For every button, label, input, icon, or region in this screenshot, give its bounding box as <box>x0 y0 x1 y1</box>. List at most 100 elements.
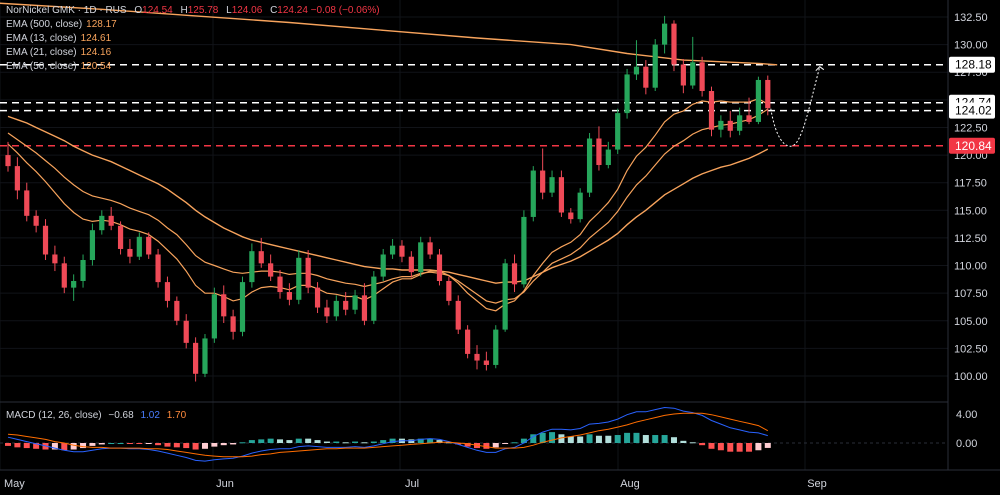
macd-histogram-bar <box>530 434 537 443</box>
candle-body <box>568 212 574 220</box>
candle-body <box>549 177 555 193</box>
candle <box>268 254 274 282</box>
candle-body <box>718 120 724 130</box>
candle-body <box>418 242 424 273</box>
indicator-ema50[interactable]: EMA (50, close) 120.54 <box>6 61 112 72</box>
ema500-line <box>0 2 778 66</box>
macd-histogram-bar <box>201 443 208 449</box>
candle-body <box>352 295 358 310</box>
macd-histogram-bar <box>764 443 771 448</box>
candle <box>408 251 414 278</box>
macd-histogram-bar <box>333 441 340 443</box>
macd-line-value: 1.02 <box>140 410 160 421</box>
price-tick-label: 122.50 <box>954 122 988 134</box>
macd-histogram-bar <box>14 443 21 448</box>
macd-histogram-bar <box>61 443 68 451</box>
macd-histogram-bar <box>511 442 518 444</box>
indicator-ema13[interactable]: EMA (13, close) 124.61 <box>6 33 112 44</box>
candle-body <box>765 79 771 109</box>
macd-histogram-bar <box>239 442 246 444</box>
macd-histogram-bar <box>436 440 443 443</box>
candle <box>127 239 133 264</box>
candle <box>239 276 246 337</box>
candle-body <box>333 300 339 317</box>
indicator-ema500[interactable]: EMA (500, close) 128.17 <box>6 19 117 30</box>
candle-body <box>268 263 274 277</box>
candle-body <box>662 23 668 45</box>
candle <box>427 236 433 259</box>
indicator-ema21[interactable]: EMA (21, close) 124.16 <box>6 47 112 58</box>
candle-body <box>455 300 461 330</box>
candle <box>230 309 236 340</box>
macd-histogram-bar <box>192 443 199 450</box>
candle-body <box>71 281 77 288</box>
candle-body <box>183 320 189 343</box>
macd-histogram-bar <box>633 432 640 443</box>
candle-body <box>511 263 518 285</box>
candle-body <box>465 329 471 354</box>
candle <box>671 20 677 72</box>
macd-histogram-bar <box>708 443 715 449</box>
candle <box>605 141 611 169</box>
candle <box>699 56 705 97</box>
macd-histogram-bar <box>520 438 527 443</box>
macd-histogram-bar <box>586 434 593 443</box>
candle-body <box>746 115 752 122</box>
candle-body <box>737 115 743 131</box>
candle <box>5 141 11 172</box>
macd-signal-value: 1.70 <box>166 410 187 421</box>
candle-body <box>314 287 321 308</box>
candle <box>361 283 368 326</box>
candle-body <box>164 282 171 301</box>
candle <box>586 132 593 198</box>
candle <box>389 239 396 259</box>
macd-legend[interactable]: MACD (12, 26, close) −0.68 1.02 1.70 <box>6 410 187 421</box>
macd-histogram-bar <box>361 442 368 444</box>
macd-histogram-bar <box>5 443 11 446</box>
price-tick-label: 115.00 <box>954 205 987 217</box>
candle <box>305 250 311 294</box>
candle-body <box>146 236 152 255</box>
candle-body <box>540 170 546 193</box>
open-value: 124.54 <box>142 5 173 16</box>
candle <box>343 292 349 316</box>
candle-body <box>258 251 264 264</box>
macd-histogram-bar <box>380 440 387 443</box>
price-level-tag <box>949 137 995 154</box>
candle <box>708 86 715 137</box>
low-value: 124.06 <box>231 5 263 16</box>
candle <box>483 351 489 371</box>
macd-histogram-bar <box>389 438 396 443</box>
macd-histogram-bar <box>117 443 124 444</box>
macd-histogram-bar <box>642 435 649 443</box>
month-label: Jun <box>216 478 234 490</box>
macd-histogram-bar <box>323 441 330 443</box>
candle <box>314 282 321 314</box>
candle-body <box>530 170 536 217</box>
price-tick-label: 100.00 <box>954 371 988 383</box>
candle-body <box>361 295 368 321</box>
price-tick-label: 132.50 <box>954 12 988 24</box>
close-value: 124.24 <box>277 5 308 16</box>
candle <box>474 345 480 370</box>
candle <box>380 248 386 282</box>
candle <box>324 299 330 323</box>
candle <box>71 274 77 301</box>
price-tick-label: 105.00 <box>954 316 988 328</box>
candle-body <box>624 74 630 114</box>
macd-histogram-bar <box>314 440 321 443</box>
macd-hist-value: −0.68 <box>108 410 134 421</box>
candle-body <box>708 91 715 130</box>
candle-body <box>52 254 58 264</box>
symbol-ohlc-legend: NorNickel GMK · 1D · RUS O124.54 H125.78… <box>6 5 380 16</box>
candle <box>136 232 142 261</box>
candle-body <box>80 260 86 282</box>
candle-body <box>193 342 199 374</box>
candle-body <box>24 190 30 216</box>
candle <box>568 208 574 224</box>
macd-histogram-bar <box>126 443 133 444</box>
macd-histogram-bar <box>689 442 696 444</box>
candle <box>99 210 105 235</box>
candle <box>183 314 189 349</box>
